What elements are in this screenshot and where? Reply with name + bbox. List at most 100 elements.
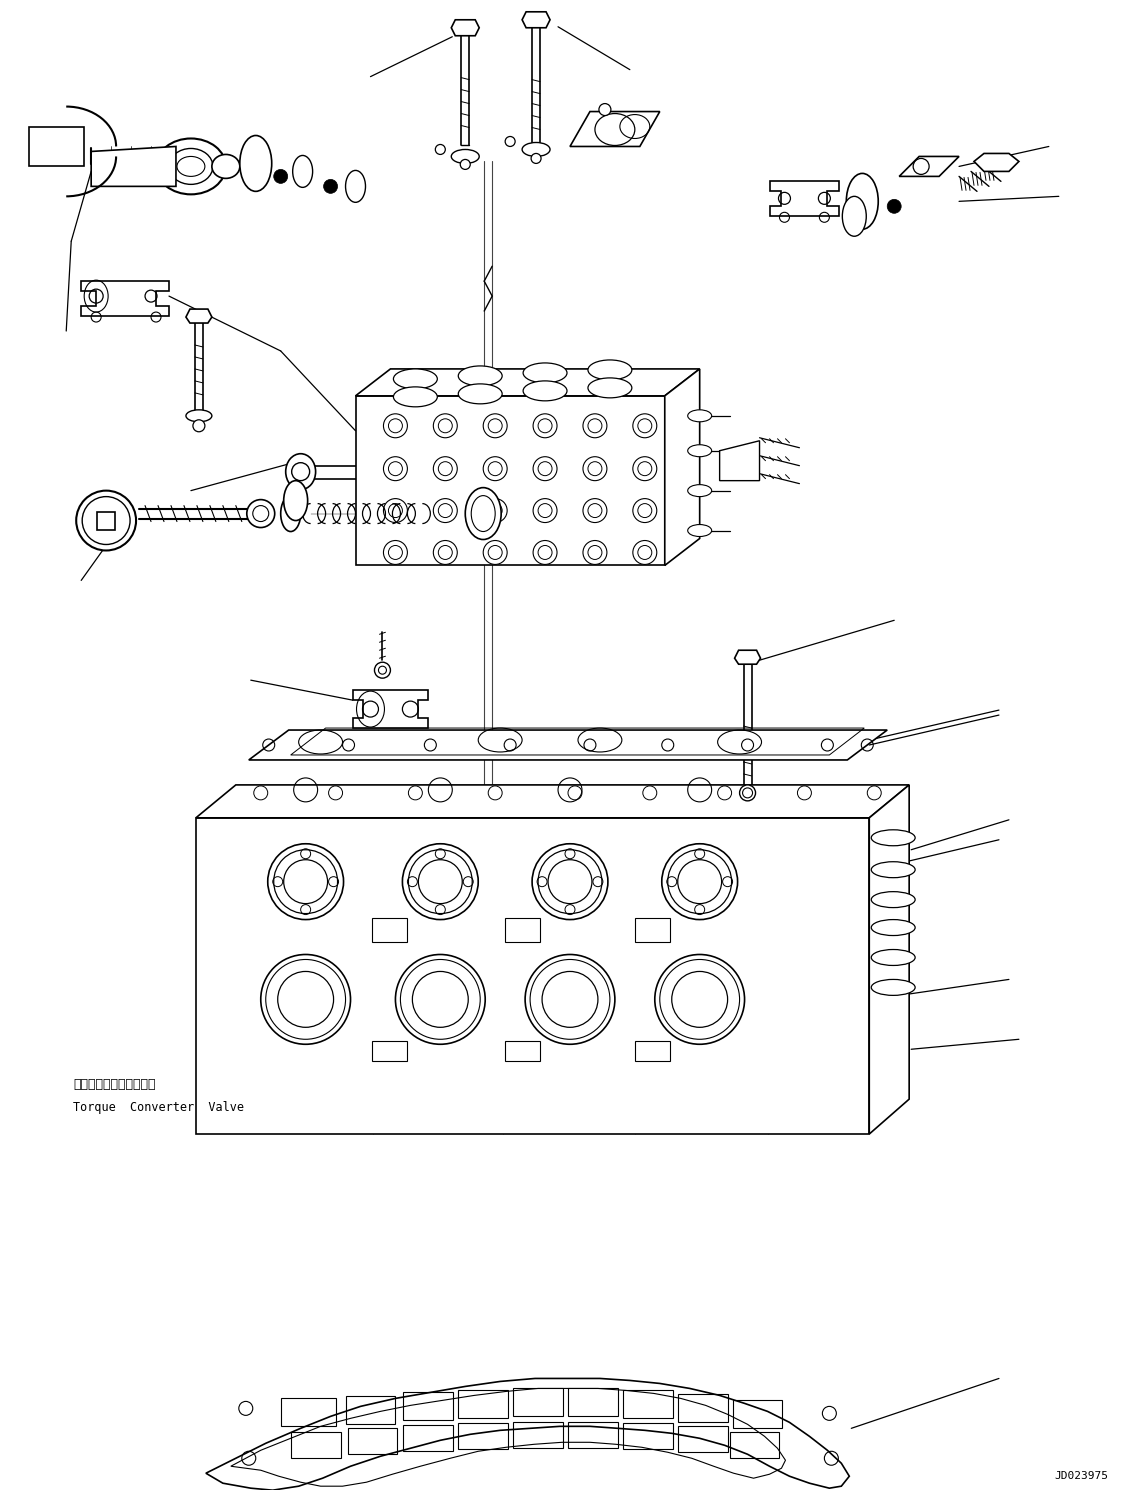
Circle shape <box>633 413 657 437</box>
Circle shape <box>483 457 507 480</box>
Circle shape <box>460 160 471 170</box>
Ellipse shape <box>523 363 567 383</box>
Ellipse shape <box>156 139 226 194</box>
Circle shape <box>396 955 485 1044</box>
Polygon shape <box>974 154 1019 172</box>
Circle shape <box>483 498 507 522</box>
Ellipse shape <box>240 136 272 191</box>
Polygon shape <box>735 651 761 664</box>
Ellipse shape <box>458 366 503 386</box>
Polygon shape <box>665 369 699 565</box>
Polygon shape <box>356 369 699 395</box>
Polygon shape <box>356 395 665 565</box>
Polygon shape <box>81 280 169 316</box>
Ellipse shape <box>871 892 915 907</box>
Circle shape <box>583 498 607 522</box>
Ellipse shape <box>292 155 313 188</box>
Circle shape <box>505 136 515 146</box>
Circle shape <box>533 540 557 564</box>
Ellipse shape <box>688 525 712 537</box>
Polygon shape <box>206 1379 849 1491</box>
Circle shape <box>383 413 407 437</box>
Polygon shape <box>91 146 176 186</box>
Ellipse shape <box>346 170 365 203</box>
Polygon shape <box>522 12 550 28</box>
Circle shape <box>533 498 557 522</box>
Circle shape <box>739 785 756 801</box>
Bar <box>97 512 115 530</box>
Circle shape <box>533 457 557 480</box>
Circle shape <box>274 170 288 184</box>
Ellipse shape <box>871 949 915 965</box>
Ellipse shape <box>846 173 878 230</box>
Circle shape <box>383 498 407 522</box>
Ellipse shape <box>284 480 308 521</box>
Circle shape <box>292 463 309 480</box>
Ellipse shape <box>285 454 316 489</box>
Ellipse shape <box>588 377 632 398</box>
Polygon shape <box>770 182 839 216</box>
Circle shape <box>532 844 608 919</box>
Ellipse shape <box>688 410 712 422</box>
Circle shape <box>433 498 457 522</box>
Circle shape <box>662 844 738 919</box>
Ellipse shape <box>871 862 915 877</box>
Circle shape <box>633 457 657 480</box>
Polygon shape <box>352 691 429 728</box>
Ellipse shape <box>393 386 438 407</box>
Circle shape <box>76 491 136 551</box>
Circle shape <box>324 179 338 194</box>
Ellipse shape <box>186 410 211 422</box>
Circle shape <box>483 540 507 564</box>
Circle shape <box>260 955 350 1044</box>
Ellipse shape <box>871 919 915 935</box>
Circle shape <box>435 145 446 155</box>
Circle shape <box>655 955 745 1044</box>
Polygon shape <box>249 730 887 759</box>
Ellipse shape <box>458 383 503 404</box>
Circle shape <box>374 662 390 679</box>
Circle shape <box>531 154 541 164</box>
Polygon shape <box>899 157 958 176</box>
Circle shape <box>525 955 615 1044</box>
Circle shape <box>583 457 607 480</box>
Circle shape <box>483 413 507 437</box>
Circle shape <box>599 103 611 115</box>
Ellipse shape <box>871 830 915 846</box>
Ellipse shape <box>211 155 240 179</box>
Circle shape <box>583 540 607 564</box>
Bar <box>30 127 84 167</box>
Text: JD023975: JD023975 <box>1055 1471 1109 1482</box>
Circle shape <box>267 844 343 919</box>
Circle shape <box>402 844 479 919</box>
Circle shape <box>433 540 457 564</box>
Circle shape <box>193 419 205 431</box>
Ellipse shape <box>281 495 300 531</box>
Polygon shape <box>720 440 760 480</box>
Ellipse shape <box>451 149 479 164</box>
Ellipse shape <box>688 485 712 497</box>
Circle shape <box>433 457 457 480</box>
Polygon shape <box>570 112 659 146</box>
Ellipse shape <box>523 380 567 401</box>
Ellipse shape <box>465 488 501 540</box>
Polygon shape <box>870 785 910 1134</box>
Circle shape <box>247 500 275 528</box>
Text: Torque  Converter  Valve: Torque Converter Valve <box>73 1101 244 1113</box>
Ellipse shape <box>843 197 866 236</box>
Text: トルクコンバータバルブ: トルクコンバータバルブ <box>73 1077 156 1091</box>
Circle shape <box>533 413 557 437</box>
Circle shape <box>583 413 607 437</box>
Polygon shape <box>196 785 910 818</box>
Circle shape <box>887 200 902 213</box>
Circle shape <box>633 540 657 564</box>
Polygon shape <box>196 818 870 1134</box>
Ellipse shape <box>688 445 712 457</box>
Polygon shape <box>451 19 479 36</box>
Circle shape <box>633 498 657 522</box>
Circle shape <box>383 540 407 564</box>
Ellipse shape <box>393 369 438 389</box>
Ellipse shape <box>522 142 550 157</box>
Circle shape <box>383 457 407 480</box>
Circle shape <box>433 413 457 437</box>
